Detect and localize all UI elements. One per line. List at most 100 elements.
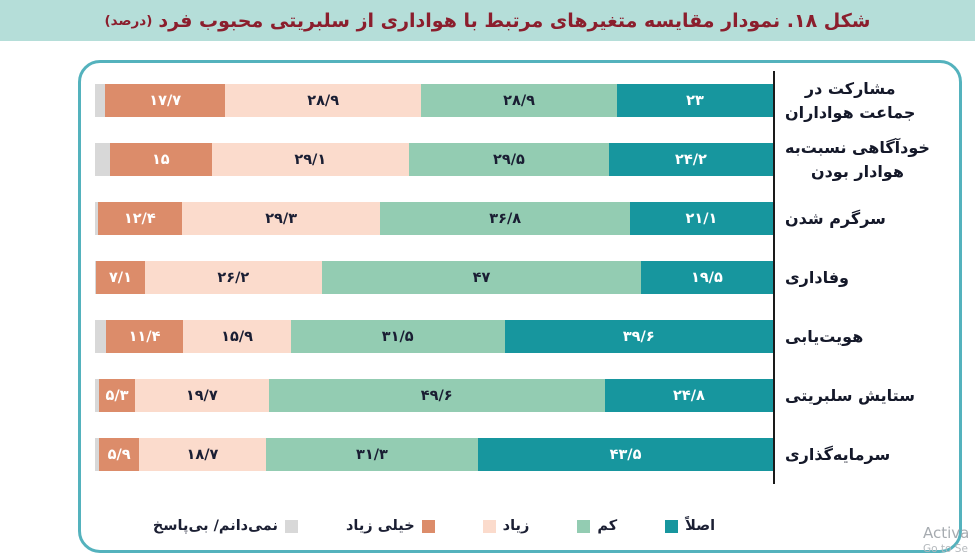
category-axis-cell: خودآگاهی نسبت‌به هوادار بودن — [773, 130, 953, 189]
legend-label: نمی‌دانم/ بی‌پاسخ — [152, 518, 278, 534]
legend-label: اصلاً — [685, 518, 716, 534]
bar-value-label: ۵/۳ — [105, 387, 129, 404]
category-axis-cell: هویت‌یابی — [773, 307, 953, 366]
category-axis-cell: وفاداری — [773, 248, 953, 307]
bar-segment: ۴۳/۵ — [478, 438, 773, 471]
bar-value-label: ۴۳/۵ — [609, 446, 642, 463]
bar-value-label: ۲۹/۳ — [265, 210, 298, 227]
bar-segment: ۱۹/۷ — [135, 379, 269, 412]
chart-panel: ۲۳ ۲۸/۹ ۲۸/۹ ۱۷/۷ مشارکت در جماعت هواداران ۲۴/… — [78, 60, 962, 553]
bar-value-label: ۲۸/۹ — [503, 92, 536, 109]
legend-swatch-icon — [665, 519, 679, 533]
chart-row: ۲۴/۸ ۴۹/۶ ۱۹/۷ ۵/۳ ستایش سلبریتی — [95, 366, 953, 425]
category-label: سرمایه‌گذاری — [785, 444, 891, 464]
activation-watermark: Activa Go to Se — [923, 524, 969, 556]
bar-segment: ۱۲/۴ — [97, 202, 182, 235]
category-label: مشارکت در جماعت هواداران — [785, 78, 916, 122]
bar-value-label: ۲۹/۵ — [493, 151, 525, 168]
category-label: ستایش سلبریتی — [785, 385, 915, 405]
bar-value-label: ۱۹/۷ — [185, 387, 218, 404]
bar-value-label: ۱۲/۴ — [123, 210, 156, 227]
bar-segment: ۲۳ — [617, 84, 773, 117]
bar-segment: ۲۱/۱ — [629, 202, 773, 235]
bar-value-label: ۲۸/۹ — [307, 92, 340, 109]
bar-value-label: ۴۹/۶ — [420, 387, 453, 404]
legend-label: زیاد — [502, 518, 530, 534]
category-label: وفاداری — [785, 267, 849, 287]
bar-segment: ۱۵ — [109, 143, 212, 176]
bar-segment: ۱۵/۹ — [183, 320, 291, 353]
bar-segment: ۴۹/۶ — [268, 379, 605, 412]
chart-row: ۲۱/۱ ۳۶/۸ ۲۹/۳ ۱۲/۴ سرگرم شدن — [95, 189, 953, 248]
bar-value-label: ۲۱/۱ — [685, 210, 718, 227]
bar-segment — [95, 379, 100, 412]
bar-segment — [95, 143, 110, 176]
legend-item: کم — [577, 518, 617, 534]
bar-value-label: ۵/۹ — [107, 446, 131, 463]
legend-swatch-icon — [421, 519, 435, 533]
figure-title: شکل ۱۸. نمودار مقایسه متغیرهای مرتبط با … — [158, 9, 871, 32]
bar-segment: ۳۹/۶ — [504, 320, 773, 353]
chart-legend: نمی‌دانم/ بی‌پاسخ خیلی زیاد زیاد کم اصلاً — [95, 518, 773, 534]
legend-item: خیلی زیاد — [346, 518, 435, 534]
bar-stack: ۲۳ ۲۸/۹ ۲۸/۹ ۱۷/۷ — [95, 84, 773, 117]
bar-value-label: ۱۵ — [151, 151, 170, 168]
bar-value-label: ۲۴/۲ — [675, 151, 707, 168]
bar-segment: ۱۹/۵ — [640, 261, 773, 294]
bar-stack: ۳۹/۶ ۳۱/۵ ۱۵/۹ ۱۱/۴ — [95, 320, 773, 353]
chart-row: ۲۳ ۲۸/۹ ۲۸/۹ ۱۷/۷ مشارکت در جماعت هواداران — [95, 71, 953, 130]
legend-swatch-icon — [482, 519, 496, 533]
bar-segment: ۲۴/۸ — [604, 379, 773, 412]
bar-value-label: ۱۱/۴ — [128, 328, 161, 345]
bar-value-label: ۱۵/۹ — [221, 328, 253, 345]
legend-item: زیاد — [482, 518, 530, 534]
bar-segment: ۱۷/۷ — [105, 84, 226, 117]
bar-value-label: ۱۸/۷ — [186, 446, 219, 463]
chart-row: ۱۹/۵ ۴۷ ۲۶/۲ ۷/۱ وفاداری — [95, 248, 953, 307]
bar-segment: ۲۴/۲ — [608, 143, 773, 176]
legend-item: نمی‌دانم/ بی‌پاسخ — [153, 518, 298, 534]
bar-segment — [95, 202, 98, 235]
bar-stack: ۲۱/۱ ۳۶/۸ ۲۹/۳ ۱۲/۴ — [95, 202, 773, 235]
bar-stack: ۲۴/۸ ۴۹/۶ ۱۹/۷ ۵/۳ — [95, 379, 773, 412]
chart-row: ۲۴/۲ ۲۹/۵ ۲۹/۱ ۱۵ خودآگاهی نسبت‌به هوادار بود… — [95, 130, 953, 189]
bar-value-label: ۲۳ — [686, 92, 704, 109]
bar-segment: ۵/۳ — [99, 379, 136, 412]
category-label: هویت‌یابی — [785, 326, 864, 346]
bar-segment — [95, 320, 106, 353]
bar-value-label: ۳۹/۶ — [622, 328, 655, 345]
chart-row: ۴۳/۵ ۳۱/۳ ۱۸/۷ ۵/۹ سرمایه‌گذاری — [95, 425, 953, 484]
bar-value-label: ۳۱/۳ — [356, 446, 388, 463]
bar-segment — [95, 438, 100, 471]
bar-segment: ۴۷ — [322, 261, 641, 294]
bar-segment: ۲۶/۲ — [144, 261, 323, 294]
legend-swatch-icon — [577, 519, 591, 533]
category-axis-cell: مشارکت در جماعت هواداران — [773, 71, 953, 130]
bar-value-label: ۴۷ — [472, 269, 491, 286]
bar-stack: ۲۴/۲ ۲۹/۵ ۲۹/۱ ۱۵ — [95, 143, 773, 176]
legend-item: اصلاً — [665, 518, 715, 534]
legend-label: خیلی زیاد — [345, 518, 415, 534]
category-axis-cell: سرگرم شدن — [773, 189, 953, 248]
chart-row: ۳۹/۶ ۳۱/۵ ۱۵/۹ ۱۱/۴ هویت‌یابی — [95, 307, 953, 366]
category-label: سرگرم شدن — [785, 208, 886, 228]
bar-segment: ۲۹/۳ — [181, 202, 381, 235]
bar-segment: ۲۸/۹ — [421, 84, 618, 117]
bar-value-label: ۲۶/۲ — [217, 269, 250, 286]
category-axis-cell: سرمایه‌گذاری — [773, 425, 953, 484]
bar-value-label: ۳۶/۸ — [489, 210, 522, 227]
bar-segment — [95, 261, 97, 294]
bar-segment: ۷/۱ — [96, 261, 145, 294]
bar-segment: ۱۱/۴ — [105, 320, 184, 353]
bar-segment: ۲۹/۵ — [408, 143, 609, 176]
bar-segment: ۲۸/۹ — [225, 84, 422, 117]
bar-segment: ۵/۹ — [99, 438, 140, 471]
bar-value-label: ۱۷/۷ — [149, 92, 182, 109]
watermark-line2: Go to Se — [923, 542, 968, 555]
bar-segment — [95, 84, 106, 117]
bar-segment: ۳۱/۳ — [265, 438, 479, 471]
bar-segment: ۲۹/۱ — [211, 143, 409, 176]
bar-segment: ۱۸/۷ — [139, 438, 266, 471]
bar-value-label: ۲۴/۸ — [673, 387, 705, 404]
